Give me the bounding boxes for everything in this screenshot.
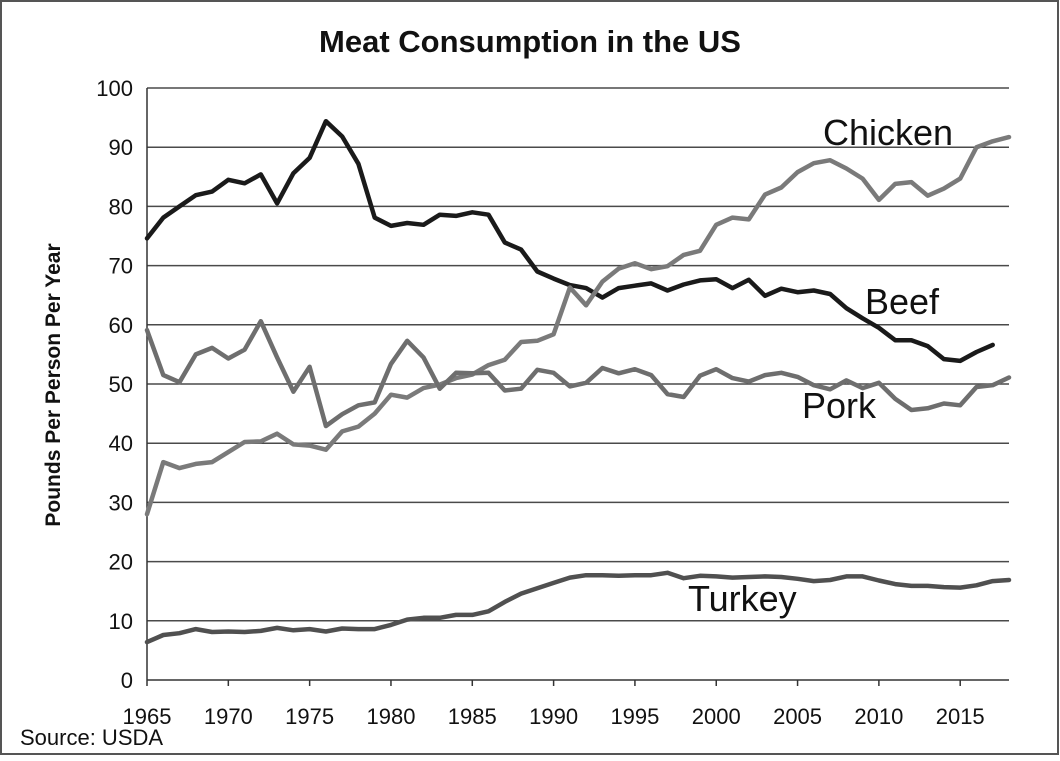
series-label-beef: Beef <box>865 281 940 322</box>
y-tick-label: 30 <box>109 490 133 515</box>
y-tick-label: 20 <box>109 550 133 575</box>
y-tick-label: 40 <box>109 431 133 456</box>
x-tick-label: 1980 <box>366 704 415 729</box>
y-axis-label: Pounds Per Person Per Year <box>42 243 65 526</box>
series-line-beef <box>144 118 995 364</box>
series-label-pork: Pork <box>802 385 877 426</box>
grid-lines <box>146 87 1009 686</box>
series-line-pork <box>144 318 1012 429</box>
series-label-turkey: Turkey <box>688 578 797 619</box>
x-tick-label: 1975 <box>285 704 334 729</box>
x-tick-label: 1990 <box>529 704 578 729</box>
y-tick-label: 0 <box>121 668 133 693</box>
x-tick-label: 1965 <box>123 704 172 729</box>
series-line-chicken <box>144 134 1012 517</box>
source-note: Source: USDA <box>20 725 163 750</box>
x-tick-label: 2000 <box>692 704 741 729</box>
x-tick-label: 1995 <box>610 704 659 729</box>
x-tick-label: 2010 <box>854 704 903 729</box>
x-tick-label: 2015 <box>936 704 985 729</box>
y-tick-label: 90 <box>109 135 133 160</box>
y-tick-label: 60 <box>109 313 133 338</box>
x-tick-labels: 1965 1970 1975 1980 1985 1990 1995 2000 2005 2010… <box>123 704 985 729</box>
y-tick-label: 80 <box>109 194 133 219</box>
y-tick-label: 100 <box>96 76 133 101</box>
x-tick-label: 2005 <box>773 704 822 729</box>
x-tick-label: 1985 <box>448 704 497 729</box>
y-tick-labels: 0 10 20 30 40 50 60 70 80 90 100 <box>96 76 133 693</box>
series-label-chicken: Chicken <box>823 112 953 153</box>
x-tick-label: 1970 <box>204 704 253 729</box>
series-lines <box>144 118 1012 645</box>
y-tick-label: 70 <box>109 254 133 279</box>
y-tick-label: 50 <box>109 372 133 397</box>
series-line-turkey <box>144 570 1012 645</box>
y-tick-label: 10 <box>109 609 133 634</box>
chart-title: Meat Consumption in the US <box>319 24 741 59</box>
